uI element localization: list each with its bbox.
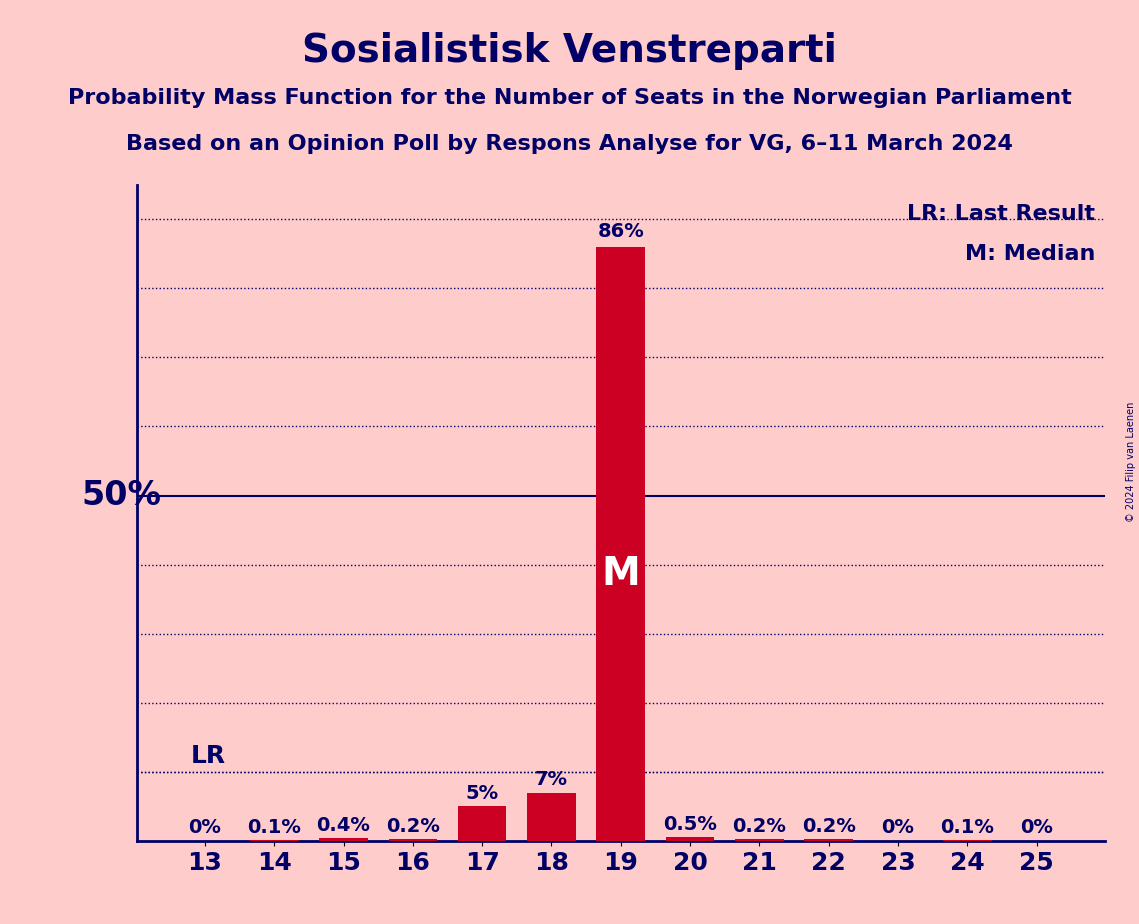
Bar (319, 838, 368, 841)
Text: 0%: 0% (1021, 819, 1052, 837)
Text: 0.1%: 0.1% (247, 818, 301, 837)
Text: M: Median: M: Median (965, 244, 1095, 264)
Bar (388, 840, 437, 841)
Text: M: M (601, 554, 640, 592)
Text: 0.5%: 0.5% (663, 815, 716, 834)
Bar (666, 837, 714, 841)
Text: Probability Mass Function for the Number of Seats in the Norwegian Parliament: Probability Mass Function for the Number… (67, 88, 1072, 108)
Text: 0%: 0% (882, 819, 915, 837)
Bar (735, 840, 784, 841)
Text: 50%: 50% (82, 479, 162, 512)
Bar (597, 247, 645, 841)
Text: LR: LR (191, 745, 227, 769)
Text: 86%: 86% (597, 223, 645, 241)
Bar (527, 793, 575, 841)
Text: © 2024 Filip van Laenen: © 2024 Filip van Laenen (1125, 402, 1136, 522)
Text: 0.2%: 0.2% (732, 817, 786, 836)
Text: LR: Last Result: LR: Last Result (907, 204, 1095, 225)
Text: Sosialistisk Venstreparti: Sosialistisk Venstreparti (302, 32, 837, 70)
Text: 0.2%: 0.2% (802, 817, 855, 836)
Text: 0.4%: 0.4% (317, 816, 370, 834)
Text: 7%: 7% (535, 770, 568, 789)
Bar (458, 807, 507, 841)
Text: 5%: 5% (466, 784, 499, 803)
Bar (804, 840, 853, 841)
Text: Based on an Opinion Poll by Respons Analyse for VG, 6–11 March 2024: Based on an Opinion Poll by Respons Anal… (126, 134, 1013, 154)
Text: 0%: 0% (189, 819, 221, 837)
Text: 0.1%: 0.1% (941, 818, 994, 837)
Text: 0.2%: 0.2% (386, 817, 440, 836)
